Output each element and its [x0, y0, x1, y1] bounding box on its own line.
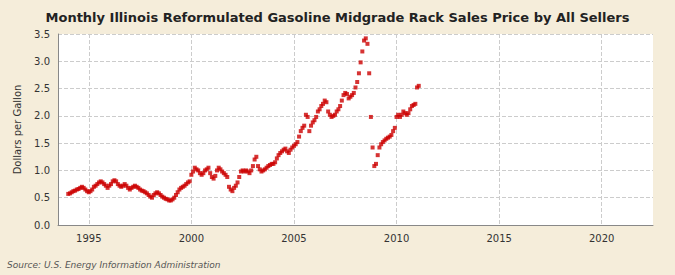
svg-text:2020: 2020: [589, 233, 614, 244]
svg-text:Monthly Illinois Reformulated: Monthly Illinois Reformulated Gasoline M…: [46, 10, 630, 25]
svg-text:1.5: 1.5: [34, 138, 50, 149]
svg-text:2010: 2010: [384, 233, 409, 244]
svg-text:2015: 2015: [486, 233, 511, 244]
svg-text:3.0: 3.0: [34, 56, 50, 67]
svg-text:1.0: 1.0: [34, 165, 50, 176]
svg-text:2005: 2005: [281, 233, 306, 244]
svg-text:0.5: 0.5: [34, 192, 50, 203]
svg-text:0.0: 0.0: [34, 220, 50, 231]
svg-text:2.5: 2.5: [34, 83, 50, 94]
svg-text:Source: U.S. Energy Informatio: Source: U.S. Energy Information Administ…: [7, 260, 221, 270]
svg-text:2000: 2000: [179, 233, 204, 244]
svg-text:2.0: 2.0: [34, 110, 50, 121]
svg-text:Dollars per Gallon: Dollars per Gallon: [12, 85, 23, 175]
svg-text:1995: 1995: [76, 233, 101, 244]
svg-text:3.5: 3.5: [34, 29, 50, 40]
